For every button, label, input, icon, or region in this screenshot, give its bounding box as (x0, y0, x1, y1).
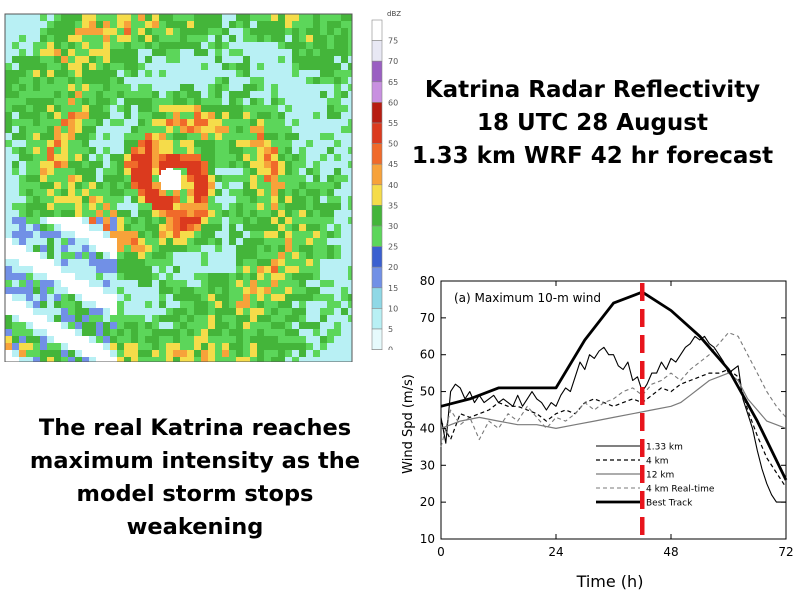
colorbar-swatch (371, 246, 383, 268)
x-tick-label: 24 (548, 545, 563, 559)
y-tick-label: 10 (420, 532, 435, 546)
wind-speed-chart: 10 20 30 40 50 60 70 80 0 24 48 72 1.33 km 4 km 12 km… (401, 274, 794, 591)
colorbar-swatch (371, 205, 383, 227)
colorbar-swatch (371, 266, 383, 289)
colorbar-tick-label: 50 (388, 140, 398, 149)
colorbar-tick-label: 35 (388, 201, 398, 210)
colorbar-swatch (371, 122, 383, 144)
x-tick-label: 72 (778, 545, 793, 559)
colorbar-swatch (371, 143, 383, 165)
colorbar-swatch (371, 81, 383, 103)
colorbar-tick-label: 20 (388, 263, 398, 272)
y-tick-label: 40 (420, 421, 435, 435)
colorbar-swatch (371, 328, 383, 350)
series-line (440, 332, 787, 448)
y-tick-label: 30 (420, 458, 435, 472)
legend-label: 4 km Real-time (646, 485, 715, 495)
colorbar-swatch (371, 184, 383, 206)
legend-label: Best Track (646, 499, 693, 509)
caption-line: model storm stops (76, 481, 314, 507)
colorbar: 757065605550454035302520151050 dBZ (371, 10, 401, 350)
caption-line: The real Katrina reaches (38, 415, 352, 441)
y-axis-label: Wind Spd (m/s) (401, 374, 416, 474)
x-tick-label: 48 (663, 545, 678, 559)
colorbar-tick-label: 40 (388, 181, 398, 190)
legend-label: 12 km (646, 471, 674, 481)
chart-title: (a) Maximum 10-m wind (454, 291, 601, 305)
x-tick-label: 0 (437, 545, 445, 559)
slide-title-line: 18 UTC 28 August (477, 110, 708, 136)
y-tick-label: 80 (420, 274, 435, 288)
x-axis-label: Time (h) (576, 572, 644, 591)
colorbar-tick-label: 60 (388, 98, 398, 107)
colorbar-swatch (371, 40, 383, 62)
slide-title: Katrina Radar Reflectivity 18 UTC 28 Aug… (405, 74, 780, 173)
radar-reflectivity-map (0, 0, 362, 362)
legend-label: 1.33 km (646, 443, 683, 453)
colorbar-tick-label: 5 (388, 325, 393, 334)
colorbar-tick-label: 0 (388, 346, 393, 350)
colorbar-tick-label: 10 (388, 304, 398, 313)
y-tick-label: 20 (420, 495, 435, 509)
y-tick-label: 50 (420, 385, 435, 399)
colorbar-swatch (371, 102, 383, 124)
colorbar-tick-label: 45 (388, 160, 398, 169)
colorbar-swatch (371, 225, 383, 247)
y-tick-label: 70 (420, 311, 435, 325)
y-tick-label: 60 (420, 348, 435, 362)
series-line (440, 372, 787, 429)
colorbar-tick-label: 15 (388, 284, 398, 293)
legend-label: 4 km (646, 457, 669, 467)
colorbar-swatch (371, 308, 383, 330)
slide-title-line: Katrina Radar Reflectivity (424, 77, 761, 103)
colorbar-tick-label: 25 (388, 243, 398, 252)
colorbar-tick-label: 70 (388, 57, 398, 66)
caption-line: weakening (126, 514, 264, 540)
series-line (440, 368, 787, 488)
colorbar-tick-label: 30 (388, 222, 398, 231)
colorbar-tick-label: 65 (388, 78, 398, 87)
colorbar-swatch (371, 163, 383, 186)
colorbar-swatch (371, 19, 383, 41)
slide-caption: The real Katrina reaches maximum intensi… (20, 412, 370, 544)
caption-line: maximum intensity as the (29, 448, 361, 474)
storm-eye (161, 170, 181, 190)
colorbar-swatch (371, 60, 383, 83)
series-line (440, 290, 788, 481)
colorbar-tick-label: 75 (388, 37, 398, 46)
colorbar-unit: dBZ (387, 10, 401, 18)
colorbar-swatch (371, 287, 383, 309)
slide-title-line: 1.33 km WRF 42 hr forecast (411, 143, 774, 169)
colorbar-tick-label: 55 (388, 119, 398, 128)
plot-area (440, 280, 787, 540)
